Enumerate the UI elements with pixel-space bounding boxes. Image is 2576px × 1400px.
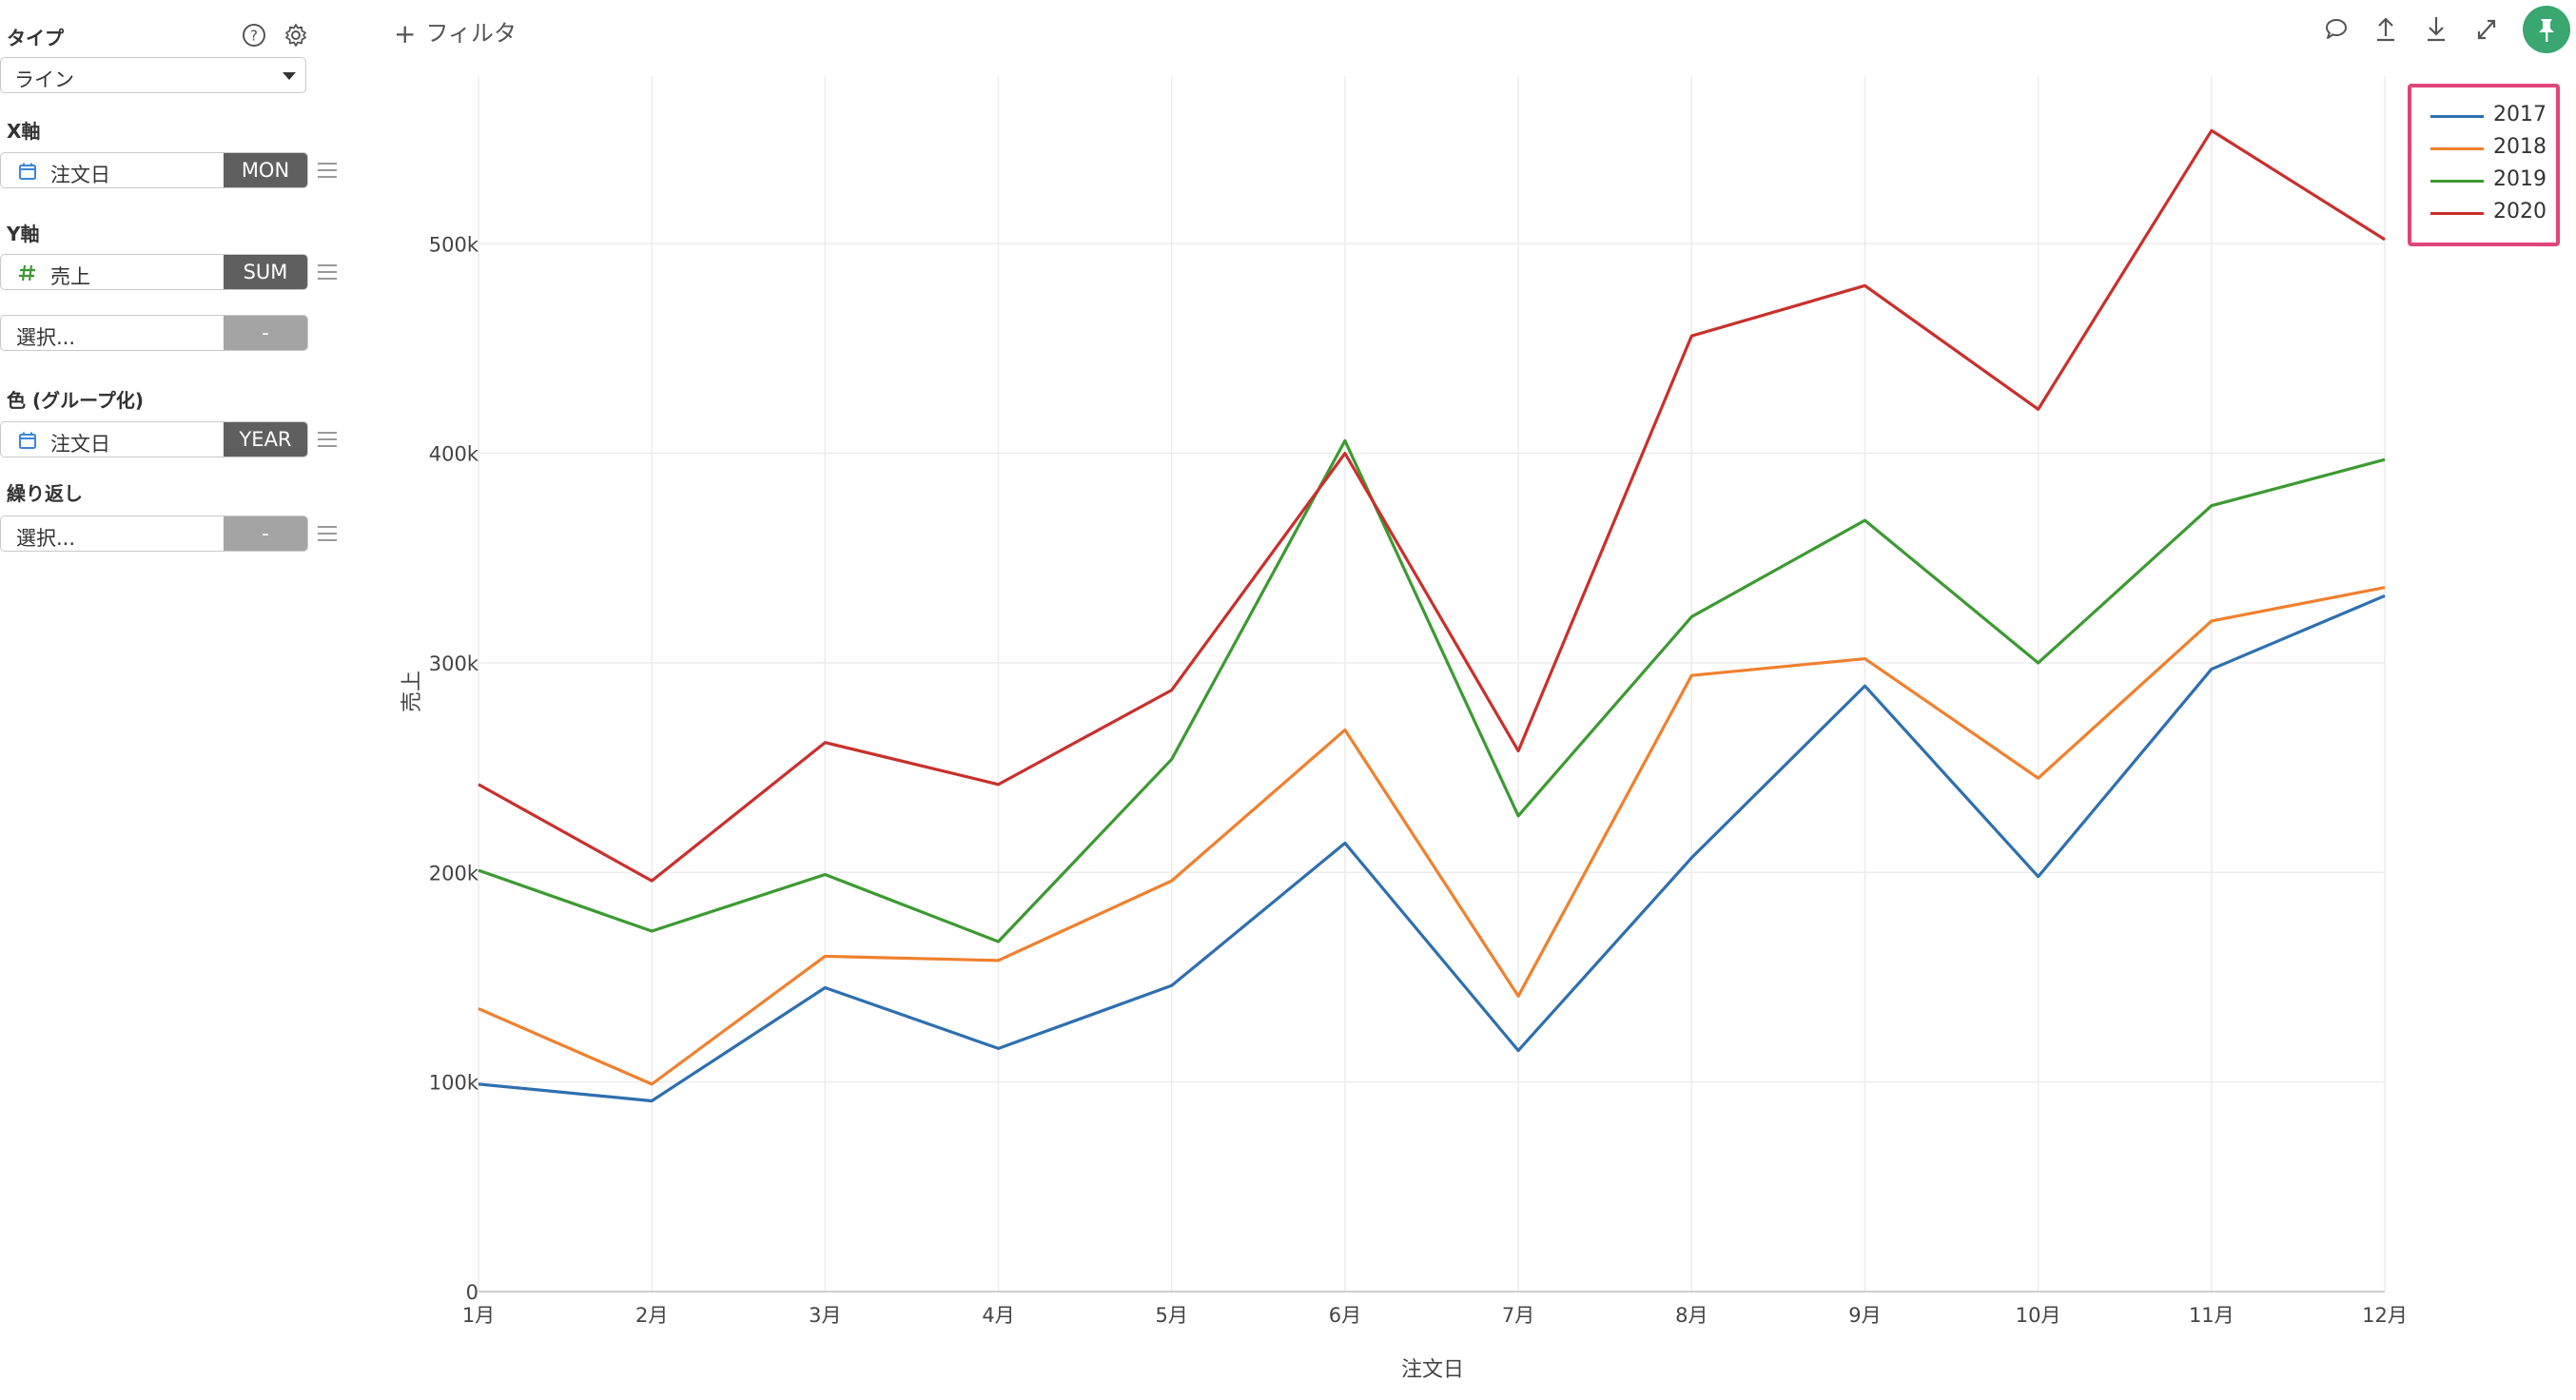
y-tick-label: 400k (429, 443, 479, 466)
gear-icon[interactable] (282, 21, 310, 49)
chart-type-select[interactable]: ライン (0, 57, 306, 93)
repeat-aggregation[interactable]: - (224, 516, 307, 551)
x-tick-label: 4月 (982, 1304, 1014, 1327)
drag-handle-icon[interactable] (318, 163, 337, 178)
legend-item-2018[interactable]: 2018 (2430, 135, 2554, 164)
legend-label: 2018 (2493, 135, 2547, 159)
x-axis-label: X軸 (7, 120, 41, 143)
y-axis-field[interactable]: 売上 SUM (0, 254, 308, 290)
help-icon[interactable]: ? (240, 21, 268, 49)
pin-button[interactable] (2523, 6, 2570, 53)
grid-lines (478, 76, 2386, 1292)
plus-icon: + (394, 18, 417, 49)
x-tick-label: 10月 (2016, 1304, 2061, 1327)
x-tick-label: 1月 (462, 1304, 495, 1327)
y-tick-label: 0 (466, 1281, 478, 1304)
color-group-field[interactable]: 注文日 YEAR (0, 421, 308, 457)
x-tick-label: 7月 (1502, 1304, 1534, 1327)
x-tick-label: 5月 (1156, 1304, 1188, 1327)
series-lines (478, 128, 2386, 1103)
filter-label: フィルタ (425, 20, 517, 47)
pin-icon (2539, 19, 2554, 42)
y-tick-label: 500k (429, 233, 479, 256)
y-tick-label: 300k (429, 652, 479, 675)
repeat-label: 繰り返し (7, 482, 83, 505)
x-tick-label: 9月 (1848, 1304, 1881, 1327)
legend-label: 2019 (2493, 167, 2547, 191)
legend-item-2020[interactable]: 2020 (2430, 200, 2554, 228)
legend-label: 2017 (2493, 103, 2547, 126)
x-tick-label: 2月 (635, 1304, 668, 1327)
svg-text:?: ? (250, 28, 258, 45)
x-tick-label: 6月 (1329, 1304, 1361, 1327)
y-axis-label: Y軸 (7, 223, 40, 245)
y-axis-second-placeholder: 選択... (16, 326, 76, 349)
chart-legend: 2017 2018 2019 2020 (2408, 84, 2560, 246)
repeat-placeholder: 選択... (16, 527, 76, 550)
y-axis-title: 売上 (400, 671, 424, 712)
color-group-aggregation[interactable]: YEAR (224, 422, 307, 457)
legend-item-2017[interactable]: 2017 (2430, 103, 2554, 131)
comment-icon[interactable] (2323, 13, 2350, 44)
x-axis-aggregation[interactable]: MON (224, 153, 307, 187)
y-axis-field-name: 売上 (50, 265, 90, 288)
color-group-field-name: 注文日 (50, 433, 110, 456)
chart-config-panel: タイプ ? ライン X軸 注文日 MON Y軸 売上 SUM (0, 0, 342, 1400)
repeat-field[interactable]: 選択... - (0, 515, 308, 552)
type-label: タイプ (7, 27, 64, 49)
x-tick-label: 12月 (2362, 1304, 2408, 1327)
axes: 1月 2月 3月 4月 5月 6月 7月 8月 9月 10月 11月 12月 0 100k 200k 300k… (429, 233, 2408, 1327)
hash-icon (19, 264, 35, 282)
series-line-2019[interactable] (478, 438, 2386, 943)
legend-swatch (2430, 212, 2484, 215)
x-axis-field-name: 注文日 (50, 164, 110, 186)
legend-label: 2020 (2493, 200, 2547, 224)
drag-handle-icon[interactable] (318, 432, 337, 447)
y-axis-aggregation[interactable]: SUM (224, 255, 307, 289)
x-tick-label: 3月 (809, 1304, 841, 1327)
series-line-2018[interactable] (478, 586, 2386, 1086)
x-tick-label: 8月 (1675, 1304, 1708, 1327)
drag-handle-icon[interactable] (318, 526, 337, 541)
y-axis-second-aggregation[interactable]: - (224, 316, 307, 350)
y-tick-label: 200k (429, 862, 479, 885)
chart-type-value: ライン (14, 68, 74, 91)
expand-icon[interactable] (2473, 13, 2500, 44)
y-axis-second-field[interactable]: 選択... - (0, 315, 308, 351)
download-icon[interactable] (2423, 13, 2449, 44)
x-axis-field[interactable]: 注文日 MON (0, 152, 308, 188)
x-tick-label: 11月 (2189, 1304, 2234, 1327)
legend-swatch (2430, 147, 2484, 150)
legend-item-2019[interactable]: 2019 (2430, 167, 2554, 196)
y-tick-label: 100k (429, 1072, 479, 1095)
x-axis-title: 注文日 (1401, 1358, 1464, 1382)
color-group-label: 色 (グループ化) (7, 389, 145, 412)
add-filter-button[interactable]: + フィルタ (394, 14, 517, 49)
chevron-down-icon (283, 72, 296, 80)
calendar-icon (19, 432, 36, 449)
legend-swatch (2430, 115, 2484, 118)
series-line-2017[interactable] (478, 593, 2386, 1103)
calendar-icon (19, 163, 36, 180)
upload-icon[interactable] (2372, 13, 2399, 44)
series-line-2020[interactable] (478, 128, 2386, 883)
drag-handle-icon[interactable] (318, 264, 337, 280)
legend-swatch (2430, 180, 2484, 183)
